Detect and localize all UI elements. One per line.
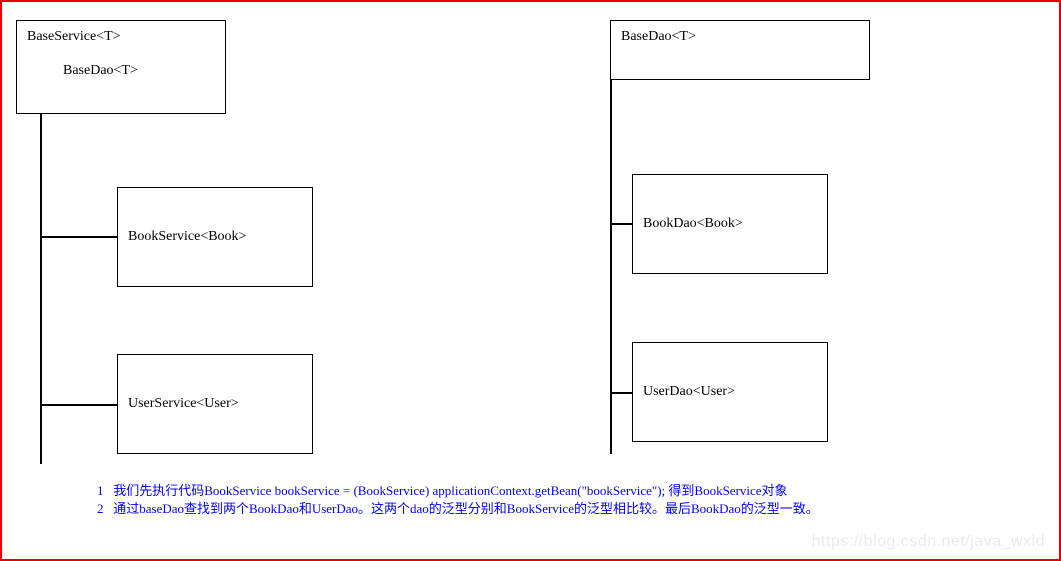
label-book-service: BookService<Book> (128, 229, 246, 245)
label-book-dao: BookDao<Book> (643, 216, 743, 232)
note-line-1: 1 我们先执行代码BookService bookService = (Book… (97, 482, 819, 500)
diagram-canvas: BaseService<T> BaseDao<T> BookService<Bo… (0, 0, 1061, 561)
line-left-trunk (40, 114, 42, 464)
label-user-service: UserService<User> (128, 396, 239, 412)
label-base-dao: BaseDao<T> (621, 29, 696, 44)
line-left-branch-2 (40, 404, 117, 406)
note-2-text: 通过baseDao查找到两个BookDao和UserDao。这两个dao的泛型分… (113, 501, 819, 516)
line-right-branch-1 (610, 223, 632, 225)
box-base-dao: BaseDao<T> (610, 20, 870, 80)
box-user-service: UserService<User> (117, 354, 313, 454)
box-user-dao: UserDao<User> (632, 342, 828, 442)
label-base-service: BaseService<T> (27, 29, 215, 45)
box-base-service: BaseService<T> BaseDao<T> (16, 20, 226, 114)
line-right-branch-2 (610, 392, 632, 394)
note-2-num: 2 (97, 501, 104, 516)
box-book-service: BookService<Book> (117, 187, 313, 287)
note-1-text: 我们先执行代码BookService bookService = (BookSe… (113, 483, 787, 498)
note-line-2: 2 通过baseDao查找到两个BookDao和UserDao。这两个dao的泛… (97, 500, 819, 518)
note-1-num: 1 (97, 483, 104, 498)
notes-block: 1 我们先执行代码BookService bookService = (Book… (97, 482, 819, 518)
box-book-dao: BookDao<Book> (632, 174, 828, 274)
label-base-service-inner: BaseDao<T> (63, 63, 215, 79)
watermark-text: https://blog.csdn.net/java_wxid (812, 533, 1045, 551)
line-left-branch-1 (40, 236, 117, 238)
line-right-trunk (610, 80, 612, 454)
label-user-dao: UserDao<User> (643, 384, 735, 400)
